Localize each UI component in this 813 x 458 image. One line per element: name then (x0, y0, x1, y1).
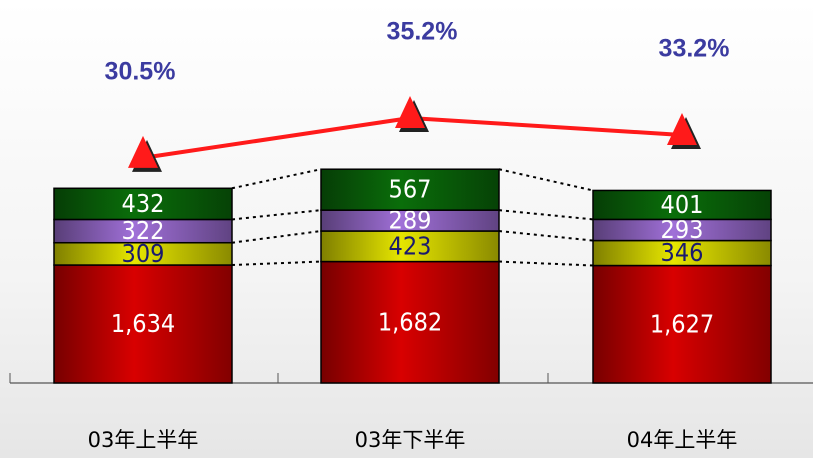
data-label: 346 (661, 238, 704, 267)
bar-segment (592, 264, 772, 384)
marker (128, 135, 158, 168)
connector (231, 260, 322, 267)
data-label: 432 (122, 189, 165, 218)
data-label: 401 (661, 190, 704, 219)
connector (498, 168, 594, 192)
data-label: 423 (389, 231, 432, 260)
connector (231, 209, 322, 221)
data-label: 33.2% (659, 35, 730, 63)
bar-segment (592, 239, 772, 267)
connector (498, 230, 594, 242)
data-label: 322 (122, 216, 165, 245)
data-label: 30.5% (105, 58, 176, 86)
x-tick-label: 03年上半年 (88, 428, 199, 452)
bar-segment (592, 189, 772, 221)
data-label: 309 (122, 239, 165, 268)
connector (231, 230, 322, 244)
marker (395, 95, 425, 128)
bar-segment (53, 264, 233, 384)
data-label: 567 (389, 175, 432, 204)
bar-segment (53, 187, 233, 221)
connector (231, 168, 322, 190)
connector (498, 260, 594, 267)
bar-segment (320, 260, 500, 384)
data-label: 1,627 (650, 309, 714, 338)
bar-segment (320, 168, 500, 211)
connector (498, 209, 594, 221)
bar-segment (320, 230, 500, 263)
data-label: 1,634 (111, 309, 175, 338)
data-label: 35.2% (387, 18, 458, 46)
x-tick-label: 04年上半年 (627, 428, 738, 452)
marker (667, 112, 697, 145)
data-label: 1,682 (378, 307, 442, 336)
x-tick-label: 03年下半年 (355, 428, 466, 452)
